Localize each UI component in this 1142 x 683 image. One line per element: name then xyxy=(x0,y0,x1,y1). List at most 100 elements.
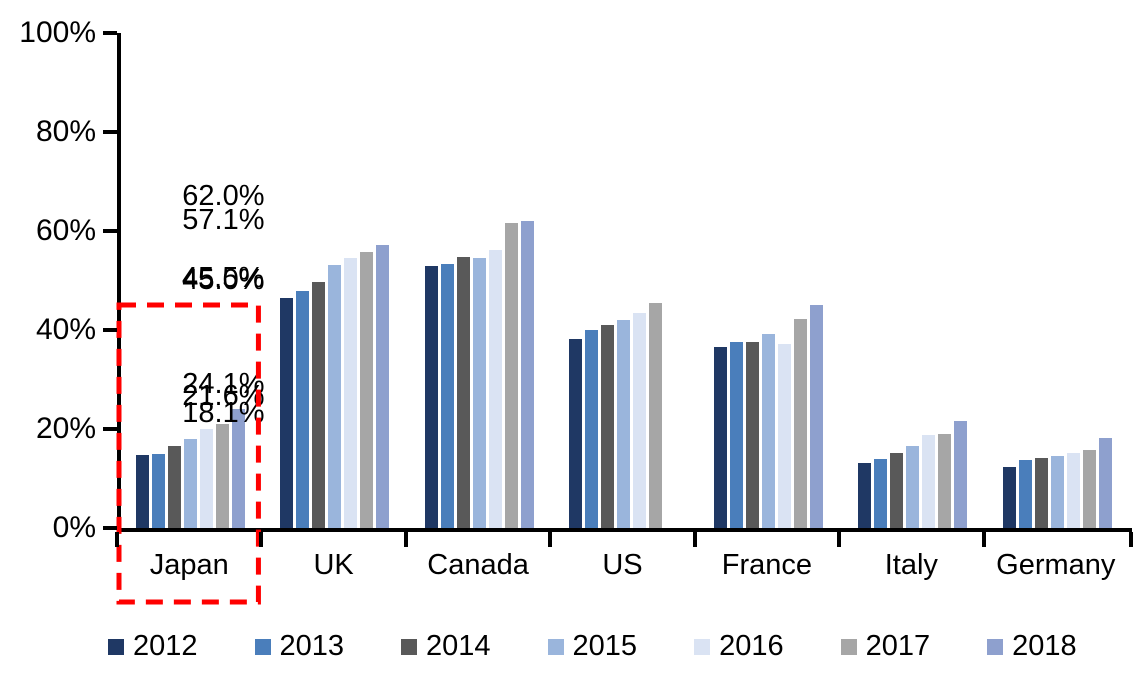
bar-japan-2016 xyxy=(200,429,213,528)
legend-item-2016: 2016 xyxy=(694,632,784,661)
x-tick-mark xyxy=(981,532,986,547)
bar-group-canada xyxy=(410,33,554,528)
bar-japan-2014 xyxy=(168,446,181,528)
category-label-italy: Italy xyxy=(884,549,938,581)
legend-label: 2016 xyxy=(719,630,784,662)
bar-group-france xyxy=(699,33,843,528)
bar-italy-2012 xyxy=(858,462,872,528)
legend-label: 2017 xyxy=(865,630,931,662)
legend-item-2017: 2017 xyxy=(840,630,931,662)
legend-item-2013: 2013 xyxy=(254,630,345,662)
bar-group-us xyxy=(554,33,698,528)
category-label-us: US xyxy=(602,549,643,581)
x-tick-mark xyxy=(692,532,697,547)
bar-uk-2017 xyxy=(360,252,374,528)
bar-germany-2014 xyxy=(1034,457,1048,528)
legend-label: 2013 xyxy=(279,630,345,662)
legend-swatch-2016 xyxy=(694,638,711,655)
bar-italy-2018 xyxy=(954,421,968,528)
legend-item-2015: 2015 xyxy=(547,630,638,662)
y-tick-label: 40% xyxy=(35,313,96,346)
category-label-france: France xyxy=(721,549,813,581)
legend-swatch-2017 xyxy=(840,638,857,655)
bar-uk-2012 xyxy=(280,298,294,528)
bar-us-2016 xyxy=(633,312,647,528)
bar-uk-2013 xyxy=(296,291,310,528)
bar-us-2017 xyxy=(649,302,663,528)
category-label-japan: Japan xyxy=(149,549,229,581)
bar-japan-2013 xyxy=(152,453,165,528)
x-tick-mark xyxy=(1129,532,1133,547)
bar-italy-2013 xyxy=(874,458,888,528)
bar-italy-2017 xyxy=(938,433,952,528)
bar-us-2013 xyxy=(585,330,599,528)
bar-canada-2017 xyxy=(504,223,518,528)
y-tick-mark xyxy=(103,229,117,233)
bar-canada-2016 xyxy=(488,250,502,528)
bar-us-2015 xyxy=(617,320,631,528)
category-label-germany: Germany xyxy=(996,549,1116,581)
plot-area: 24.1% 57.1% 62.0% 45.5% 45.0% 21.6% 18.1% xyxy=(117,33,1132,532)
legend-label: 2012 xyxy=(133,630,198,662)
x-tick-mark xyxy=(403,532,408,547)
bar-italy-2014 xyxy=(890,453,904,528)
legend: 2012 2013 2014 2015 2016 2017 2018 xyxy=(108,632,1077,661)
bar-france-2014 xyxy=(745,341,759,528)
legend-swatch-2015 xyxy=(547,638,564,655)
legend-label: 2018 xyxy=(1012,630,1077,662)
bar-uk-2015 xyxy=(328,264,342,528)
bar-uk-2016 xyxy=(344,257,358,528)
bar-germany-2018 xyxy=(1098,438,1112,528)
legend-label: 2014 xyxy=(426,630,491,662)
bar-uk-2018 xyxy=(376,245,390,528)
legend-item-2014: 2014 xyxy=(401,632,491,661)
bar-france-2017 xyxy=(793,318,807,528)
legend-swatch-2012 xyxy=(108,638,124,655)
bar-france-2018 xyxy=(809,305,823,528)
bar-germany-2015 xyxy=(1050,455,1064,528)
y-tick-mark xyxy=(103,427,117,431)
legend-swatch-2018 xyxy=(987,638,1004,655)
legend-swatch-2014 xyxy=(401,638,418,655)
legend-swatch-2013 xyxy=(254,638,271,655)
bar-us-2014 xyxy=(601,325,615,528)
x-tick-mark xyxy=(259,532,264,547)
bar-germany-2016 xyxy=(1066,452,1080,528)
bar-us-2012 xyxy=(569,339,583,528)
legend-item-2012: 2012 xyxy=(108,632,198,661)
x-tick-mark xyxy=(115,532,119,547)
category-label-uk: UK xyxy=(313,549,354,581)
y-tick-label: 0% xyxy=(52,511,96,544)
value-label-canada: 62.0% xyxy=(182,180,265,213)
bar-group-italy xyxy=(843,33,987,528)
bar-france-2012 xyxy=(713,347,727,528)
y-tick-mark xyxy=(103,526,117,530)
bar-canada-2012 xyxy=(424,265,438,528)
bar-france-2015 xyxy=(761,333,775,528)
bar-canada-2014 xyxy=(456,256,470,528)
y-tick-mark xyxy=(103,328,117,332)
bar-canada-2013 xyxy=(440,263,454,528)
bar-japan-2012 xyxy=(136,454,149,528)
category-label-canada: Canada xyxy=(427,549,529,581)
bar-canada-2018 xyxy=(520,221,534,528)
value-label-france: 45.0% xyxy=(182,264,265,297)
value-label-uk: 57.1% xyxy=(182,204,265,237)
bar-group-germany xyxy=(988,33,1132,528)
y-tick-label: 100% xyxy=(19,16,96,49)
y-tick-mark xyxy=(103,31,117,35)
bar-japan-2017 xyxy=(216,424,229,528)
bar-uk-2014 xyxy=(312,281,326,528)
value-label-us: 45.5% xyxy=(181,261,265,294)
bar-italy-2015 xyxy=(906,445,920,528)
y-tick-label: 80% xyxy=(35,115,96,148)
bar-group-uk xyxy=(265,33,409,528)
y-tick-label: 60% xyxy=(35,214,96,247)
legend-label: 2015 xyxy=(572,630,638,662)
y-tick-mark xyxy=(103,130,117,134)
bar-france-2016 xyxy=(777,343,791,528)
bar-germany-2017 xyxy=(1082,450,1096,528)
bar-germany-2012 xyxy=(1002,466,1016,528)
bar-france-2013 xyxy=(729,341,743,528)
